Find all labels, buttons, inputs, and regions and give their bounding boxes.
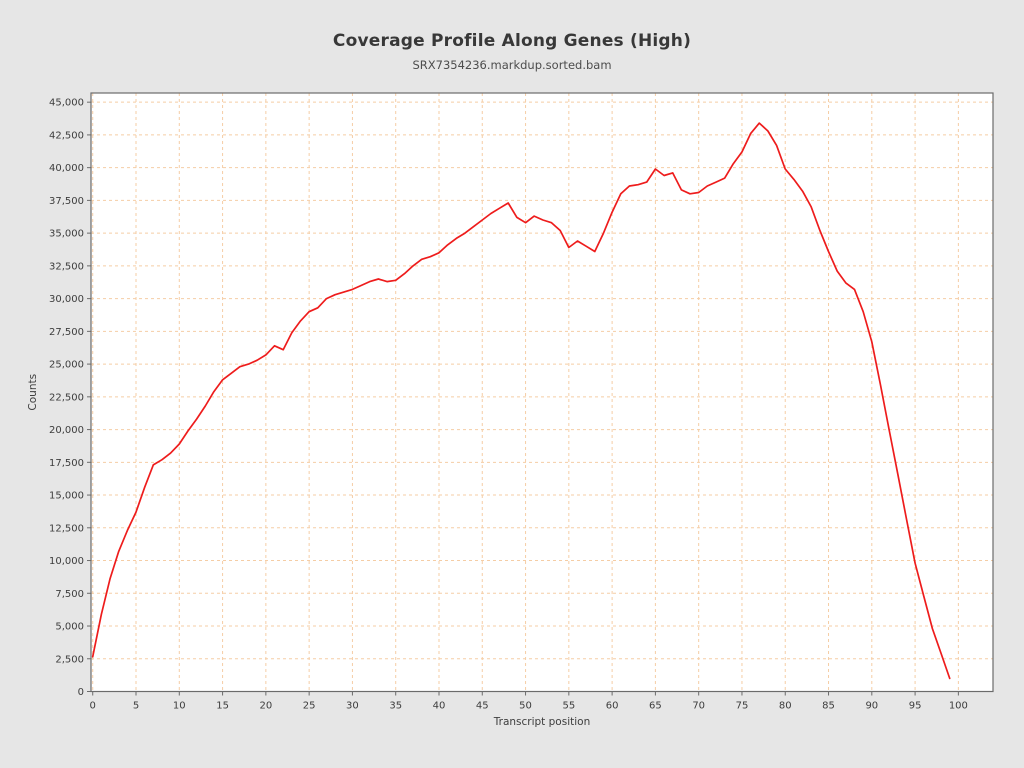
y-tick-label: 32,500: [49, 261, 84, 272]
x-tick-label: 10: [173, 701, 186, 712]
y-tick-label: 30,000: [49, 294, 84, 305]
x-tick-label: 0: [90, 701, 96, 712]
y-tick-label: 35,000: [49, 229, 84, 240]
plot-area: [91, 93, 993, 692]
y-axis-label: Counts: [27, 374, 39, 411]
chart-subtitle: SRX7354236.markdup.sorted.bam: [412, 58, 612, 72]
y-tick-label: 40,000: [49, 163, 84, 174]
x-tick-label: 30: [346, 701, 359, 712]
y-tick-label: 10,000: [49, 556, 84, 567]
y-tick-label: 7,500: [55, 589, 84, 600]
y-tick-label: 15,000: [49, 491, 84, 502]
x-tick-label: 50: [519, 701, 532, 712]
y-tick-label: 27,500: [49, 327, 84, 338]
x-tick-label: 55: [562, 701, 575, 712]
x-tick-label: 90: [865, 701, 878, 712]
coverage-line: [91, 122, 951, 680]
plot-frame: [90, 92, 994, 693]
x-tick-label: 35: [389, 701, 402, 712]
x-tick-label: 100: [949, 701, 968, 712]
y-tick-label: 37,500: [49, 196, 84, 207]
y-tick-label: 22,500: [49, 392, 84, 403]
x-tick-label: 40: [433, 701, 446, 712]
x-tick-label: 75: [736, 701, 749, 712]
y-tick-label: 2,500: [55, 654, 84, 665]
x-tick-label: 15: [216, 701, 229, 712]
y-tick-label: 42,500: [49, 130, 84, 141]
x-tick-label: 45: [476, 701, 489, 712]
x-tick-label: 70: [692, 701, 705, 712]
y-tick-label: 5,000: [55, 622, 84, 633]
y-tick-label: 17,500: [49, 458, 84, 469]
x-tick-label: 60: [606, 701, 619, 712]
chart-title: Coverage Profile Along Genes (High): [332, 31, 692, 51]
x-tick-label: 65: [649, 701, 662, 712]
y-tick-label: 45,000: [49, 98, 84, 109]
x-tick-label: 85: [822, 701, 835, 712]
x-tick-label: 95: [909, 701, 922, 712]
x-tick-label: 5: [133, 701, 139, 712]
y-tick-label: 12,500: [49, 523, 84, 534]
x-tick-label: 25: [303, 701, 316, 712]
y-tick-label: 20,000: [49, 425, 84, 436]
x-tick-label: 80: [779, 701, 792, 712]
x-tick-label: 20: [259, 701, 272, 712]
y-tick-label: 25,000: [49, 360, 84, 371]
y-tick-label: 0: [78, 687, 84, 698]
x-axis-label: Transcript position: [493, 716, 590, 728]
